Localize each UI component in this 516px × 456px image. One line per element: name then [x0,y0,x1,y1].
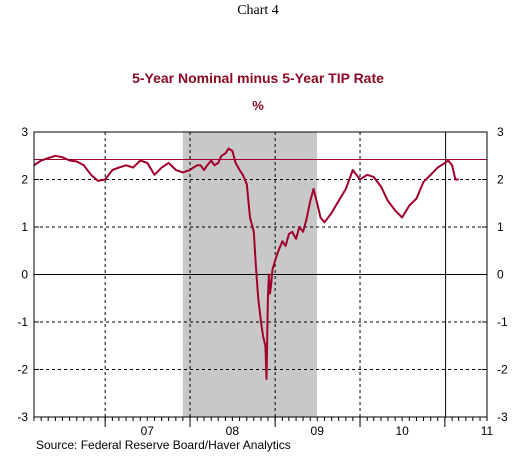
y-tick-label-left: 0 [21,268,28,282]
y-tick-label-right: 0 [497,268,504,282]
x-tick-label: 09 [311,424,325,438]
source-note: Source: Federal Reserve Board/Haver Anal… [36,438,291,452]
y-tick-label-right: -1 [497,315,508,329]
y-tick-label-left: 2 [21,173,28,187]
y-tick-label-right: -3 [497,410,508,424]
tick-layer [33,131,488,427]
reference-line-layer [34,132,487,417]
y-tick-label-left: -1 [17,315,28,329]
chart-unit: % [252,98,264,113]
gridline-layer [34,131,487,418]
y-tick-label-left: 3 [21,125,28,139]
x-tick-label: 10 [395,424,409,438]
chart-title: 5-Year Nominal minus 5-Year TIP Rate [132,70,384,86]
y-tick-label-right: 3 [497,125,504,139]
y-tick-label-right: 1 [497,220,504,234]
chart-header: Chart 4 [237,3,279,18]
series-line [33,147,459,380]
x-tick-label: 11 [481,424,494,438]
x-tick-label: 08 [226,424,240,438]
y-tick-label-left: -3 [17,410,28,424]
y-tick-label-left: -2 [17,363,28,377]
y-tick-label-left: 1 [21,220,28,234]
tick-label-layer: 3 32 21 10 0-1 -1-2 -2-3 -307 08 09 10 11 [17,125,508,438]
y-tick-label-right: -2 [497,363,508,377]
y-tick-label-right: 2 [497,173,504,187]
series-layer [33,147,459,380]
x-tick-label: 07 [141,424,155,438]
